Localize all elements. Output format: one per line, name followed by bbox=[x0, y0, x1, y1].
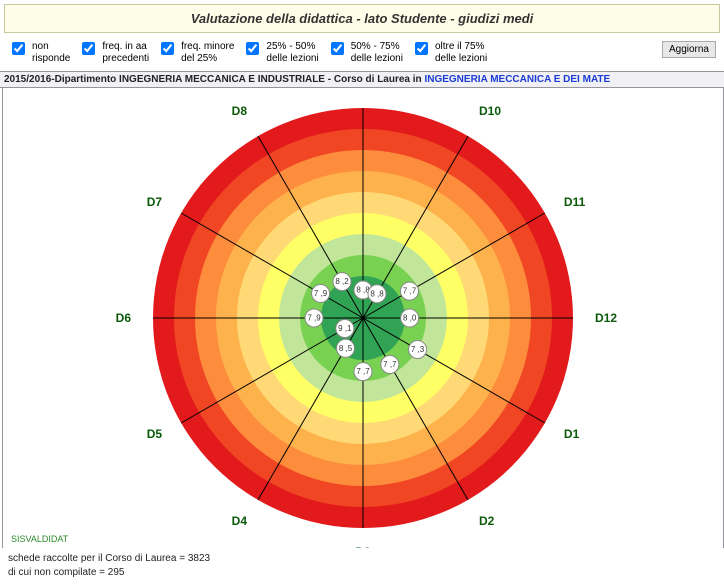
value-text-D4: 8 ,5 bbox=[339, 344, 353, 353]
axis-label-D12: D12 bbox=[595, 311, 617, 325]
value-text-D6: 7 ,9 bbox=[307, 314, 321, 323]
filter-row: non risponde freq. in aa precedenti freq. … bbox=[0, 37, 724, 71]
filter-0[interactable]: non risponde bbox=[8, 41, 70, 65]
breadcrumb-prefix: 2015/2016-Dipartimento INGEGNERIA MECCAN… bbox=[4, 74, 424, 85]
filter-4[interactable]: 50% - 75% delle lezioni bbox=[327, 41, 403, 65]
value-text-D11: 7 ,7 bbox=[403, 287, 417, 296]
filter-checkbox-0[interactable] bbox=[12, 42, 25, 55]
filter-checkbox-4[interactable] bbox=[331, 42, 344, 55]
filter-label-2: freq. minore del 25% bbox=[181, 41, 234, 65]
footer-line1: schede raccolte per il Corso di Laurea =… bbox=[8, 552, 716, 566]
watermark: SISVALDIDAT bbox=[11, 534, 68, 544]
filter-label-1: freq. in aa precedenti bbox=[102, 41, 149, 65]
filter-checkbox-1[interactable] bbox=[82, 42, 95, 55]
footer-line2: di cui non compilate = 295 bbox=[8, 566, 716, 580]
filter-label-5: oltre il 75% delle lezioni bbox=[435, 41, 487, 65]
breadcrumb: 2015/2016-Dipartimento INGEGNERIA MECCAN… bbox=[0, 71, 724, 88]
value-text-D12: 8 ,0 bbox=[403, 314, 417, 323]
breadcrumb-link[interactable]: INGEGNERIA MECCANICA E DEI MATE bbox=[424, 74, 610, 85]
axis-label-D7: D7 bbox=[147, 195, 163, 209]
radar-chart: D9D10D11D12D1D2D3D4D5D6D7D88 ,88 ,87 ,78… bbox=[2, 88, 724, 548]
value-text-D8: 8 ,2 bbox=[335, 277, 349, 286]
axis-label-D4: D4 bbox=[232, 514, 248, 528]
value-text-D10: 8 ,8 bbox=[370, 289, 384, 298]
axis-label-D6: D6 bbox=[116, 311, 132, 325]
axis-label-D10: D10 bbox=[479, 104, 501, 118]
filter-3[interactable]: 25% - 50% delle lezioni bbox=[242, 41, 318, 65]
filter-1[interactable]: freq. in aa precedenti bbox=[78, 41, 149, 65]
filter-label-0: non risponde bbox=[32, 41, 70, 65]
value-text-D1: 7 ,3 bbox=[411, 345, 425, 354]
axis-label-D2: D2 bbox=[479, 514, 495, 528]
filter-2[interactable]: freq. minore del 25% bbox=[157, 41, 234, 65]
filter-checkbox-5[interactable] bbox=[415, 42, 428, 55]
axis-label-D3: D3 bbox=[355, 545, 371, 548]
filter-checkbox-3[interactable] bbox=[246, 42, 259, 55]
filter-5[interactable]: oltre il 75% delle lezioni bbox=[411, 41, 487, 65]
value-text-D5: 9 ,1 bbox=[338, 324, 352, 333]
value-text-D2: 7 ,7 bbox=[383, 360, 397, 369]
value-text-D7: 7 ,9 bbox=[314, 289, 328, 298]
refresh-button[interactable]: Aggiorna bbox=[662, 41, 716, 58]
filter-checkbox-2[interactable] bbox=[161, 42, 174, 55]
footer: schede raccolte per il Corso di Laurea =… bbox=[0, 548, 724, 584]
page-title: Valutazione della didattica - lato Stude… bbox=[4, 4, 720, 33]
filter-label-4: 50% - 75% delle lezioni bbox=[351, 41, 403, 65]
filter-label-3: 25% - 50% delle lezioni bbox=[266, 41, 318, 65]
axis-label-D8: D8 bbox=[232, 104, 248, 118]
value-text-D3: 7 ,7 bbox=[356, 367, 370, 376]
axis-label-D11: D11 bbox=[564, 195, 586, 209]
axis-label-D5: D5 bbox=[147, 427, 163, 441]
axis-label-D1: D1 bbox=[564, 427, 580, 441]
